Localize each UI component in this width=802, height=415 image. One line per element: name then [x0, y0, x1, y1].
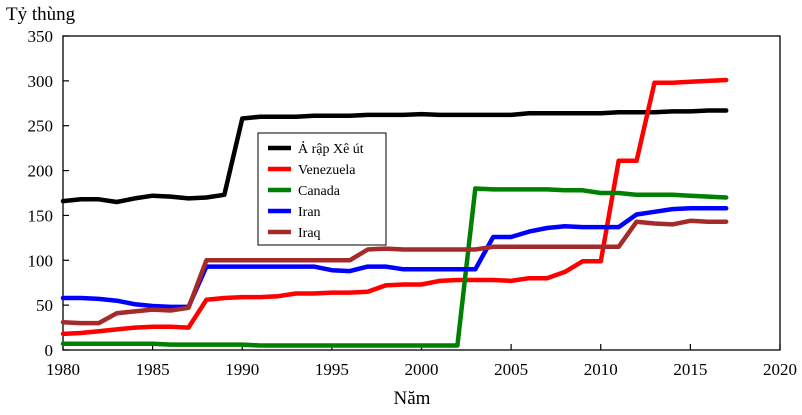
series-line-3 [60, 186, 729, 348]
y-axis-title: Tỷ thùng [6, 4, 76, 25]
legend-label: Iraq [298, 226, 321, 241]
x-tick-label: 2000 [405, 360, 439, 379]
series-lines [60, 77, 729, 348]
y-tick-label: 50 [36, 296, 53, 315]
legend-label: Venezuela [298, 163, 356, 178]
legend-label: Iran [298, 205, 321, 220]
series-line-5 [60, 218, 729, 326]
series-line-2 [60, 77, 729, 337]
x-tick-label: 2020 [763, 360, 797, 379]
x-axis-title: Năm [394, 388, 431, 409]
x-tick-label: 1995 [315, 360, 349, 379]
legend-label: Ả rập Xê út [298, 140, 364, 157]
x-tick-label: 1985 [136, 360, 170, 379]
x-tick-label: 2005 [494, 360, 528, 379]
y-tick-label: 350 [28, 27, 54, 46]
y-tick-label: 0 [45, 341, 54, 360]
legend: Ả rập Xê út Venezuela Canada Iran Iraq [257, 132, 387, 246]
y-tick-label: 250 [28, 117, 54, 136]
legend-label: Canada [298, 184, 341, 199]
series-line-1 [60, 108, 729, 205]
x-tick-label: 1980 [46, 360, 80, 379]
y-tick-label: 200 [28, 162, 54, 181]
x-tick-label: 2015 [673, 360, 707, 379]
series-line-4 [60, 206, 729, 310]
x-tick-label: 2010 [584, 360, 618, 379]
y-tick-label: 150 [28, 206, 54, 225]
y-tick-label: 100 [28, 251, 54, 270]
y-tick-label: 300 [28, 72, 54, 91]
x-tick-label: 1990 [225, 360, 259, 379]
axis-ticks: 1980 1985 1990 1995 2000 2005 2010 2015 2020 0 50 1… [28, 27, 798, 379]
